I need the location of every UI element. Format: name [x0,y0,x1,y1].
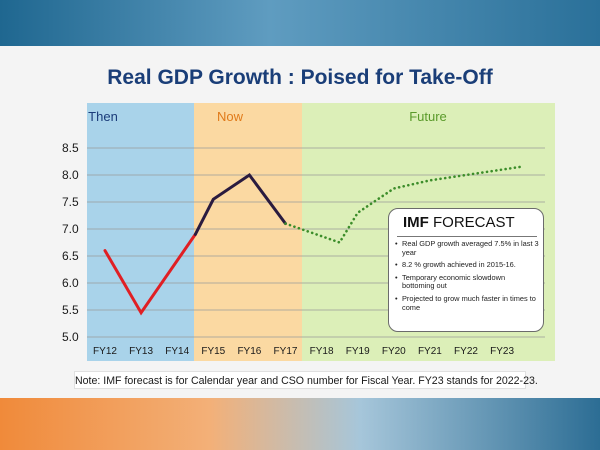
x-tick-label: FY19 [346,346,370,357]
period-band-then [87,103,194,361]
imf-forecast-bullet: Real GDP growth averaged 7.5% in last 3 … [395,239,539,257]
x-tick-label: FY13 [129,346,153,357]
x-tick-label: FY20 [382,346,406,357]
series-line-future [284,165,522,245]
bottom-banner [0,398,600,450]
period-label-then: Then [88,109,118,124]
top-banner [0,0,600,46]
page-title: Real GDP Growth : Poised for Take-Off [107,66,493,89]
footnote: Note: IMF forecast is for Calendar year … [74,371,538,389]
series-line-then [103,232,197,316]
period-band-now [194,103,302,361]
y-tick-label: 6.5 [62,249,79,263]
imf-forecast-bullet: Projected to grow much faster in times t… [395,294,539,312]
y-tick-label: 7.0 [62,222,79,236]
y-tick-label: 8.0 [62,168,79,182]
y-tick-label: 8.5 [62,141,79,155]
imf-forecast-title-rest: FORECAST [428,214,515,231]
x-tick-label: FY23 [490,346,514,357]
period-label-future: Future [409,109,447,124]
x-tick-label: FY16 [237,346,261,357]
imf-forecast-box: IMF FORECAST Real GDP growth averaged 7.… [388,208,544,332]
x-tick-label: FY22 [454,346,478,357]
imf-forecast-title: IMF FORECAST [403,214,515,231]
imf-forecast-list: Real GDP growth averaged 7.5% in last 3 … [395,239,539,316]
x-tick-label: FY15 [201,346,225,357]
y-tick-label: 5.5 [62,303,79,317]
imf-forecast-bullet: 8.2 % growth achieved in 2015-16. [395,261,539,270]
series-line-now [193,172,287,236]
x-tick-label: FY14 [165,346,189,357]
x-tick-label: FY18 [310,346,334,357]
imf-forecast-divider [397,236,537,237]
imf-forecast-title-bold: IMF [403,214,429,231]
y-tick-label: 7.5 [62,195,79,209]
x-tick-label: FY12 [93,346,117,357]
y-tick-label: 6.0 [62,276,79,290]
imf-forecast-bullet: Temporary economic slowdown bottoming ou… [395,273,539,291]
y-tick-label: 5.0 [62,330,79,344]
x-tick-label: FY17 [274,346,298,357]
period-label-now: Now [217,109,244,124]
x-tick-label: FY21 [418,346,442,357]
